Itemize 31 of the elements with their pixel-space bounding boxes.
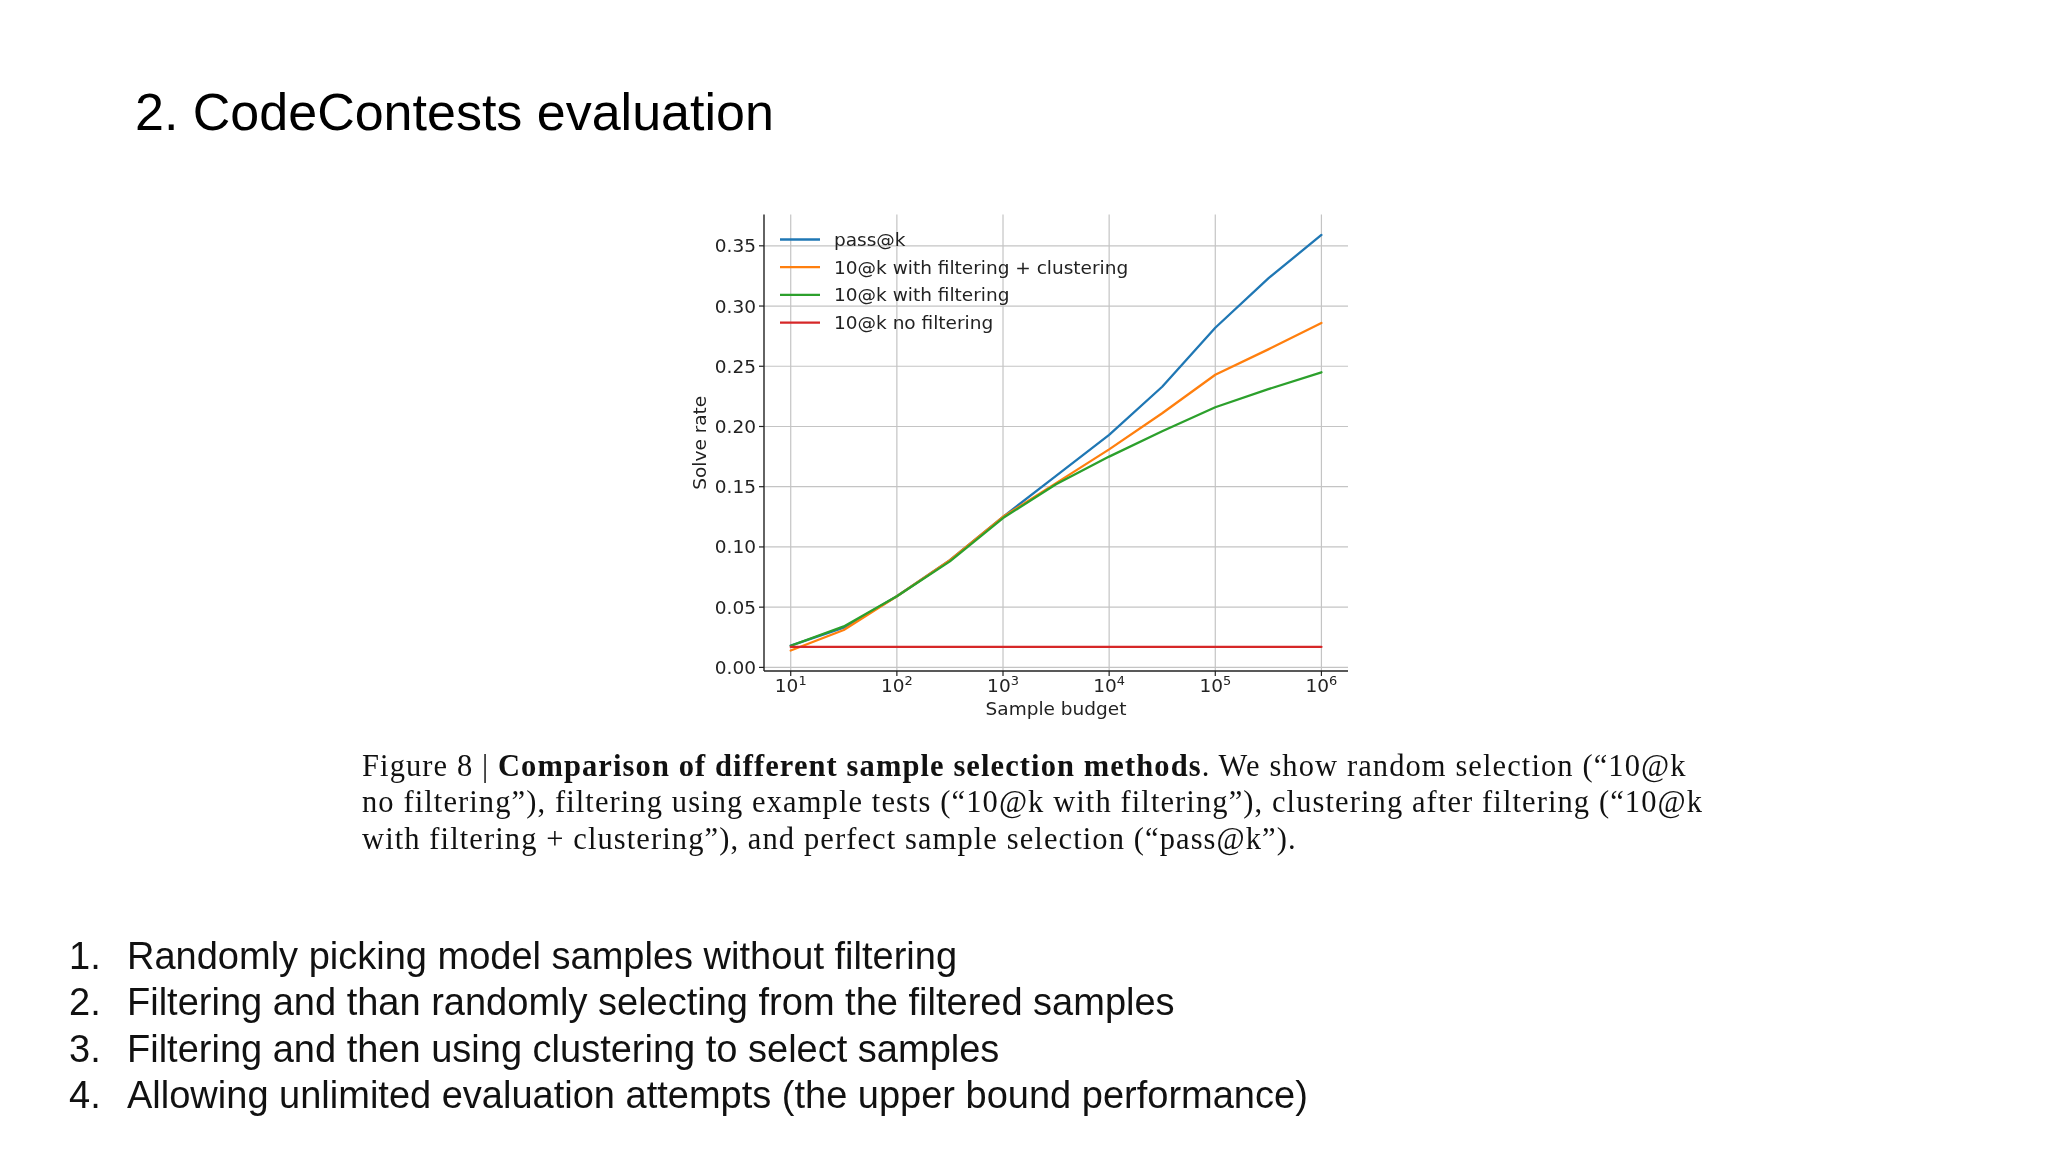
y-tick-label: 0.10	[714, 536, 756, 558]
caption: Figure 8 |	[362, 748, 498, 783]
x-tick-label: 10$^{3}$	[987, 672, 1019, 696]
x-tick-label: 10$^{6}$	[1305, 672, 1338, 696]
x-tick-label: 10$^{5}$	[1199, 672, 1232, 696]
y-tick-label: 0.20	[714, 415, 756, 437]
text: . We show random selection (“10@k	[1201, 748, 1687, 783]
line-series	[789, 371, 1323, 647]
y-tick-label: 0.30	[714, 295, 756, 317]
y-tick-label: 0.35	[714, 235, 756, 257]
chart-title: 2. CodeContests evaluation	[135, 83, 774, 141]
text: 2. Filtering and than randomly selecting from the filtered samples	[69, 981, 1175, 1024]
y-tick-label: 0.25	[714, 355, 756, 377]
text: no filtering”), filtering using example tests (“10@k with filtering”), clustering after filtering (“10@k	[362, 785, 1704, 819]
text: Comparison of different sample selection methods	[497, 748, 1202, 783]
text: 1. Randomly picking model samples without filtering	[69, 935, 958, 977]
x-tick-label: 10$^{2}$	[880, 672, 913, 696]
text: with filtering + clustering”), and perfect sample selection (“pass@k”).	[362, 821, 1297, 856]
legend-label: pass@k	[834, 229, 906, 250]
text: 4. Allowing unlimited evaluation attempts (the upper bound performance)	[69, 1073, 1308, 1116]
y-tick-label: 0.05	[714, 596, 756, 618]
x-tick-label: 10$^{4}$	[1093, 672, 1126, 696]
x-axis-title: Sample budget	[985, 697, 1127, 719]
y-axis-title: Solve rate	[689, 395, 710, 490]
legend-label: 10@k with filtering	[834, 284, 1010, 306]
text: 3. Filtering and then using clustering to select samples	[69, 1027, 1000, 1070]
y-tick-label: 0.15	[714, 476, 756, 498]
legend-label: 10@k with filtering + clustering	[834, 256, 1129, 278]
legend-label: 10@k no filtering	[834, 312, 994, 334]
y-tick-label: 0.00	[714, 656, 756, 678]
x-tick-label: 10$^{1}$	[774, 672, 807, 696]
